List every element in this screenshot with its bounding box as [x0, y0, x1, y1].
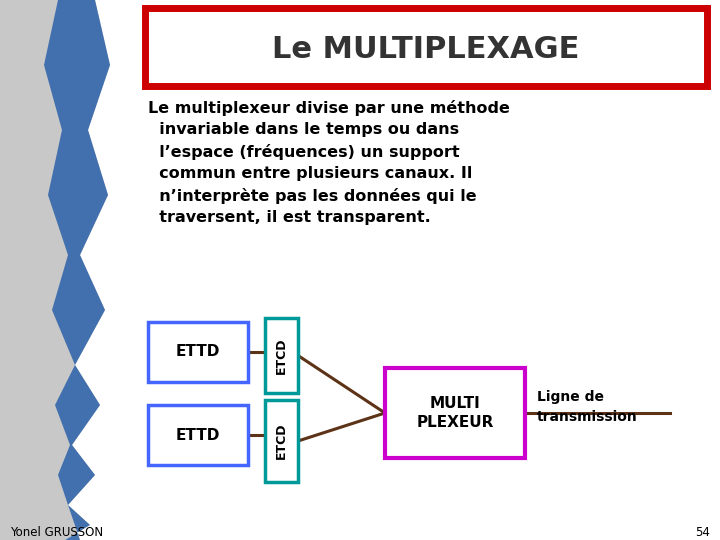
Polygon shape — [0, 0, 90, 540]
FancyBboxPatch shape — [145, 8, 707, 86]
Text: n’interprète pas les données qui le: n’interprète pas les données qui le — [148, 188, 477, 204]
Text: transmission: transmission — [537, 410, 638, 424]
Text: Yonel GRUSSON: Yonel GRUSSON — [10, 526, 103, 539]
Polygon shape — [0, 0, 110, 540]
Text: MULTI
PLEXEUR: MULTI PLEXEUR — [416, 396, 494, 430]
Text: Ligne de: Ligne de — [537, 390, 604, 404]
Text: traversent, il est transparent.: traversent, il est transparent. — [148, 210, 431, 225]
Text: 54: 54 — [695, 526, 710, 539]
Text: l’espace (fréquences) un support: l’espace (fréquences) un support — [148, 144, 459, 160]
FancyBboxPatch shape — [265, 318, 298, 393]
FancyBboxPatch shape — [148, 322, 248, 382]
Text: Le multiplexeur divise par une méthode: Le multiplexeur divise par une méthode — [148, 100, 510, 116]
Text: invariable dans le temps ou dans: invariable dans le temps ou dans — [148, 122, 459, 137]
Text: Le MULTIPLEXAGE: Le MULTIPLEXAGE — [272, 35, 580, 64]
Polygon shape — [44, 0, 110, 540]
Text: ETCD: ETCD — [275, 338, 288, 374]
Text: ETCD: ETCD — [275, 423, 288, 459]
FancyBboxPatch shape — [385, 368, 525, 458]
Text: commun entre plusieurs canaux. Il: commun entre plusieurs canaux. Il — [148, 166, 472, 181]
FancyBboxPatch shape — [148, 405, 248, 465]
Text: ETTD: ETTD — [176, 428, 220, 442]
Text: ETTD: ETTD — [176, 345, 220, 360]
FancyBboxPatch shape — [265, 400, 298, 482]
